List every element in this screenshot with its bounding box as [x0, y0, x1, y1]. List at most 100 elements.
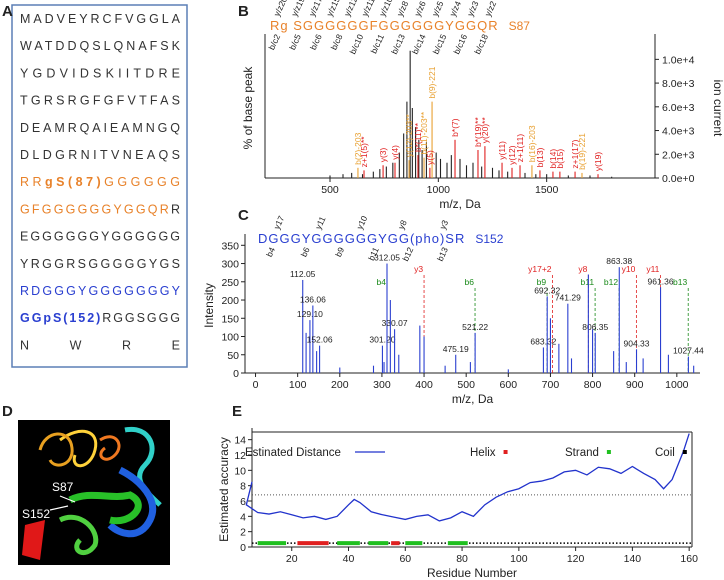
y-axis-label: Estimated accuracy [217, 437, 231, 542]
peak-label: b(2)-203 [353, 132, 363, 164]
fragment-label: y8 [396, 218, 409, 231]
fragment-label: y3 [437, 218, 450, 231]
fragment-line-label: b11 [581, 277, 595, 287]
peak-label: b(15) [555, 149, 565, 169]
fragment-label: b/c18 [472, 32, 490, 55]
x-tick-label: 0 [253, 379, 259, 391]
x-tick-label: 600 [500, 379, 518, 391]
fragment-label: b/c13 [389, 32, 407, 55]
ribbon [58, 514, 99, 556]
y-tick-label: 200 [221, 295, 239, 307]
y2-tick-label: 2.0e+3 [662, 149, 695, 161]
peak-label: 521.22 [462, 322, 488, 332]
ribbon [38, 432, 74, 467]
peak-label: 806.35 [582, 322, 608, 332]
residues: R [171, 203, 180, 217]
peak-label: b(16)-203 [527, 125, 537, 162]
y-tick-label: 50 [227, 350, 239, 362]
residues: YGDVIDSKIITDRE [20, 67, 180, 81]
y2-tick-label: 8.0e+3 [662, 78, 695, 90]
site-label: S87 [52, 480, 74, 494]
residues: DEAMRQAIEAMNGQ [20, 121, 180, 135]
y-tick-label: 150 [221, 313, 239, 325]
peak-label: y(4) [390, 145, 400, 160]
legend-label: Estinated Distance [245, 447, 341, 459]
peptide: Rg SGGGGGGFGGGGGGYGGQR [270, 18, 499, 33]
y-axis-label: Intensity [202, 283, 216, 328]
fragment-line-label: y11 [646, 264, 659, 274]
sequence-line: RDGGGYGGGGGGGY [20, 284, 181, 298]
y-tick-label: 300 [221, 259, 239, 271]
x-tick-label: 300 [373, 379, 391, 391]
residues: N W R E [20, 339, 180, 353]
x-tick-label: 200 [331, 379, 349, 391]
fragment-label: y/z12 [342, 0, 360, 18]
y-tick-label: 8 [240, 481, 246, 493]
fragment-label: y/z2 [483, 0, 499, 18]
residues: GGpS(152) [20, 311, 100, 325]
y-tick-label: 12 [234, 450, 246, 462]
x-tick-label: 800 [584, 379, 602, 391]
fragment-label: y/z15 [324, 0, 342, 18]
peak-label: 683.32 [530, 336, 556, 346]
ribbon [59, 429, 98, 468]
sequence-line: DEAMRQAIEAMNGQ [20, 121, 180, 135]
fragment-label: y17 [271, 214, 286, 231]
panel-label: B [238, 3, 249, 20]
fragment-line-label: b6 [465, 277, 475, 287]
ribbon [99, 435, 121, 461]
fragment-label: b9 [333, 245, 346, 258]
y-tick-label: 10 [234, 465, 246, 477]
site-label: S152 [22, 507, 50, 521]
fragment-label: y/z10 [377, 0, 395, 18]
residues: EGGGGGGYGGGGGG [20, 230, 180, 244]
x-axis-label: m/z, Da [439, 197, 481, 211]
y-tick-label: 0 [233, 368, 239, 380]
fragment-label: b/c15 [431, 32, 449, 55]
y-tick-label: 2 [240, 527, 246, 539]
x-tick-label: 500 [321, 184, 339, 196]
residues: MADVEYRCFVGGLA [20, 12, 181, 26]
legend-swatch [606, 450, 611, 454]
sequence-line: YRGGRSGGGGGYGS [20, 257, 180, 271]
legend-swatch [503, 450, 508, 454]
fragment-label: b/c2 [266, 32, 282, 51]
fragment-label: y/z17 [307, 0, 325, 18]
sequence-line: GGpS(152) RGGSGGG [20, 311, 180, 325]
peak-label: y(19) [593, 152, 603, 172]
ribbon [107, 466, 157, 538]
y2-tick-label: 4.0e+3 [662, 126, 695, 138]
fragment-label: b/c6 [308, 32, 324, 51]
x-tick-label: 60 [399, 553, 411, 565]
pointer [59, 495, 76, 503]
fragment-label: b/c16 [451, 32, 469, 55]
y-tick-label: 250 [221, 277, 239, 289]
peak-label: z+1(17) [570, 139, 580, 168]
y-tick-label: 4 [240, 511, 246, 523]
sequence-line: MADVEYRCFVGGLA [20, 12, 181, 26]
x-tick-label: 700 [542, 379, 560, 391]
fragment-label: y/z5 [430, 0, 446, 18]
residues: GFGGGGGGYGGQR [20, 203, 169, 217]
panel-label: C [238, 207, 249, 224]
fragment-label: b/c14 [410, 32, 428, 55]
x-tick-label: 1000 [665, 379, 689, 391]
fragment-label: b/c5 [287, 32, 303, 51]
fragment-line-label: b12 [604, 277, 618, 287]
site: S152 [475, 232, 503, 246]
fragment-line-label: y10 [622, 264, 636, 274]
sequence-line: N W R E [20, 339, 180, 353]
x-tick-label: 140 [624, 553, 642, 565]
peak-label: 330.07 [382, 318, 408, 328]
peak-label: z+1(5)** [359, 136, 369, 168]
x-tick-label: 100 [510, 553, 528, 565]
fragment-line-label: y3 [414, 264, 423, 274]
fragment-label: y/z20 [272, 0, 290, 18]
peak-label: 301.20 [369, 335, 395, 345]
x-tick-label: 100 [289, 379, 307, 391]
fragment-line-label: b13 [673, 277, 687, 287]
x-tick-label: 20 [286, 553, 298, 565]
legend-label: Helix [470, 447, 496, 459]
fragment-line-label: y8 [578, 264, 587, 274]
